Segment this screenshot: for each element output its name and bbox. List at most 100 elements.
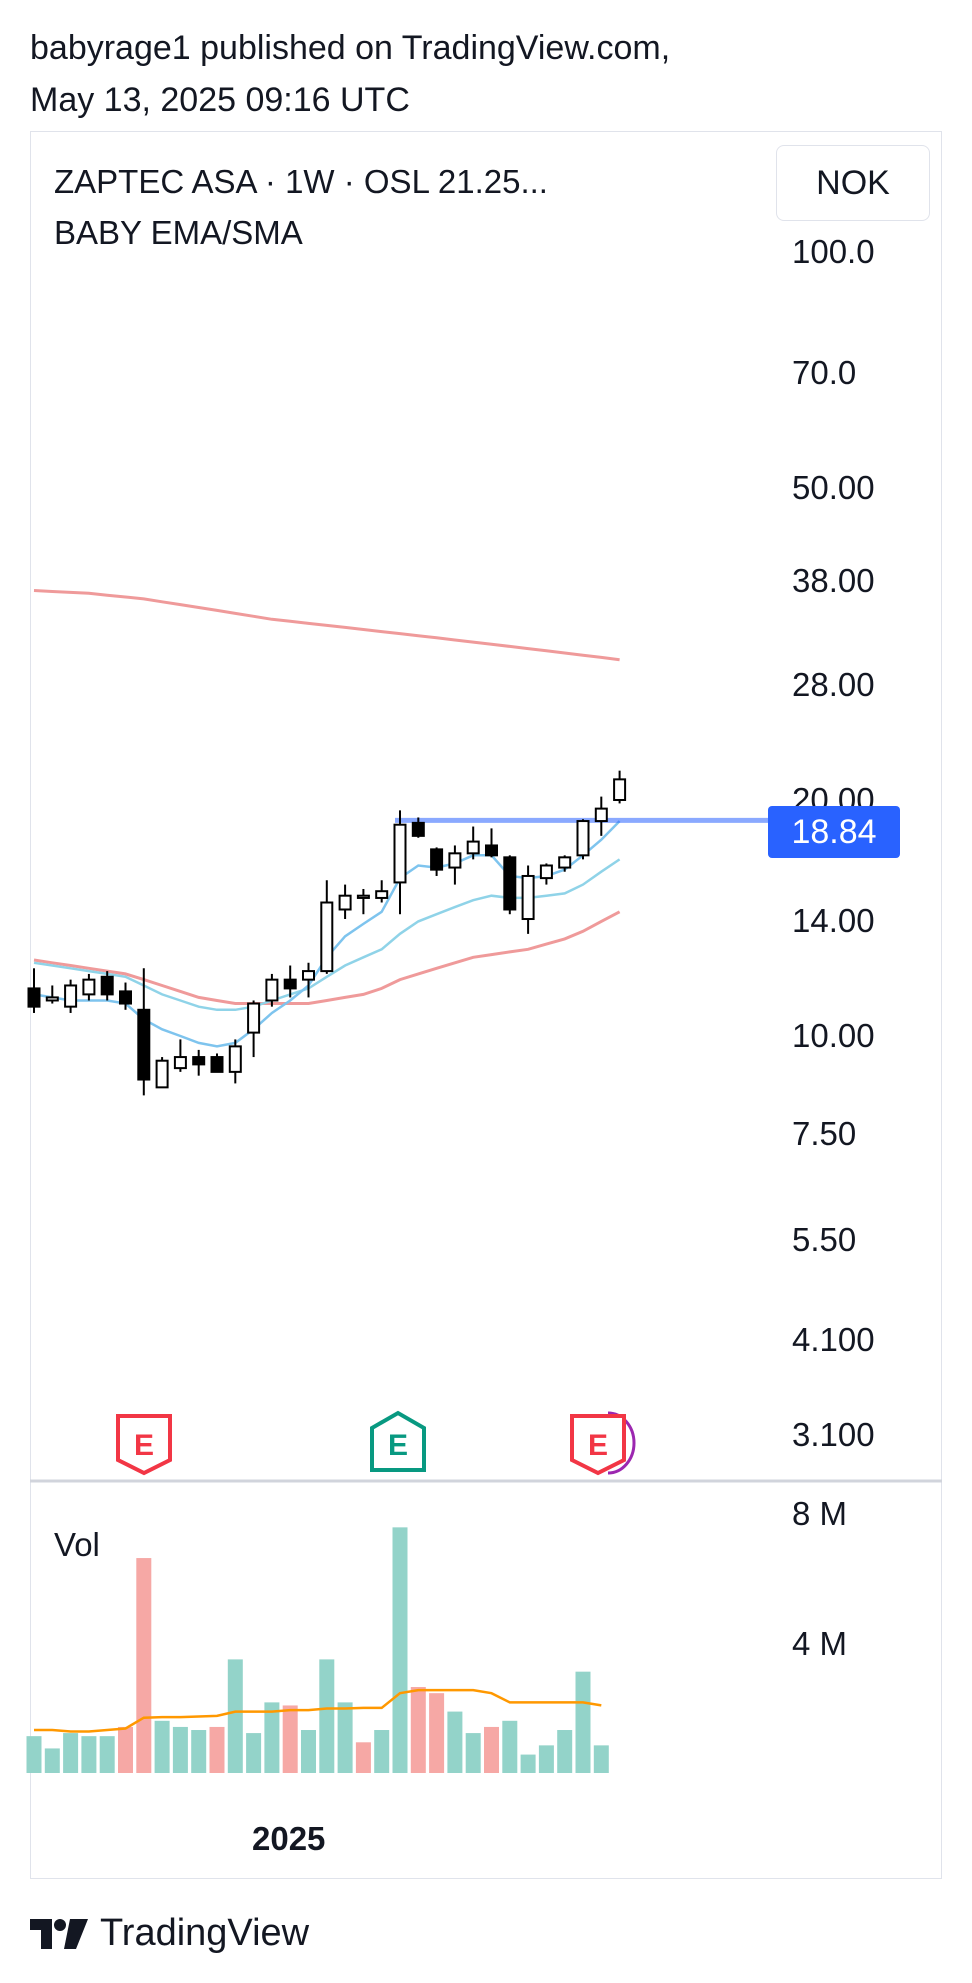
currency-button[interactable]: NOK xyxy=(776,145,930,221)
candle xyxy=(265,973,279,1007)
candle xyxy=(155,1057,169,1089)
volume-bar xyxy=(227,1659,243,1773)
volume-bar xyxy=(593,1745,609,1773)
candle-body xyxy=(521,874,535,921)
candle xyxy=(82,973,96,1001)
candle-body xyxy=(283,978,297,990)
publish-author-line: babyrage1 published on TradingView.com, xyxy=(30,29,671,67)
sma-long-line xyxy=(33,589,620,662)
candle-body xyxy=(375,890,389,899)
candle xyxy=(283,965,297,998)
candle-body xyxy=(466,840,480,855)
price-axis-label: 50.00 xyxy=(792,469,875,506)
candle-body xyxy=(265,978,279,1002)
candle xyxy=(173,1039,187,1072)
candle xyxy=(119,982,132,1010)
tradingview-brand[interactable]: TradingView xyxy=(30,1912,309,1955)
candle-body xyxy=(393,823,407,884)
volume-bar xyxy=(63,1733,79,1773)
volume-bar xyxy=(392,1527,408,1773)
earnings-marker-label: E xyxy=(134,1429,154,1462)
candle-body xyxy=(485,844,498,857)
volume-bar xyxy=(136,1558,152,1773)
candle xyxy=(503,855,517,915)
candle xyxy=(302,962,315,998)
candle xyxy=(338,884,352,920)
volume-bar xyxy=(502,1720,518,1773)
earnings-badge-shape xyxy=(370,1410,426,1472)
candle xyxy=(448,845,462,885)
volume-bar xyxy=(484,1726,499,1773)
last-price-tag: 18.84 xyxy=(768,806,900,858)
volume-title: Vol xyxy=(54,1526,100,1563)
candle-body xyxy=(558,856,572,869)
candle-body xyxy=(320,901,334,973)
price-axis-label: 5.50 xyxy=(792,1220,857,1258)
earnings-badge-shape xyxy=(570,1414,626,1476)
candle xyxy=(27,968,41,1013)
candle xyxy=(210,1053,224,1073)
earnings-marker-label: E xyxy=(588,1429,608,1462)
candle xyxy=(411,817,425,838)
earnings-badge-shape xyxy=(116,1414,172,1476)
candle-body xyxy=(100,975,114,996)
volume-bar xyxy=(209,1726,225,1773)
volume-bar xyxy=(99,1736,115,1773)
candle-body xyxy=(613,778,627,801)
candle-body xyxy=(503,856,517,911)
price-axis-label: 70.0 xyxy=(792,354,857,392)
candle-body xyxy=(137,1008,151,1081)
earnings-marker-icon: E xyxy=(116,1414,172,1476)
candle-body xyxy=(64,984,78,1008)
volume-bar xyxy=(374,1730,390,1773)
candle-body xyxy=(448,852,462,869)
candle xyxy=(320,880,334,974)
volume-bar xyxy=(410,1687,426,1773)
volume-ma-line xyxy=(34,1688,602,1733)
volume-layer xyxy=(26,1527,609,1773)
candle xyxy=(594,796,608,836)
candle xyxy=(485,828,498,858)
volume-bar xyxy=(81,1736,97,1773)
tradingview-wordmark: TradingView xyxy=(100,1912,310,1954)
candle-body xyxy=(192,1056,206,1066)
volume-bar xyxy=(319,1659,335,1773)
volume-bar xyxy=(520,1754,536,1773)
candle-body xyxy=(27,987,41,1008)
volume-bar xyxy=(44,1748,60,1773)
candle-body xyxy=(430,848,444,871)
candle xyxy=(466,826,480,860)
candle-body xyxy=(338,894,352,911)
publish-date-line: May 13, 2025 09:16 UTC xyxy=(30,81,410,119)
publish-info: babyrage1 published on TradingView.com, … xyxy=(30,22,670,126)
candle xyxy=(375,880,389,903)
volume-bar xyxy=(26,1736,42,1773)
price-axis-label: 3.100 xyxy=(792,1415,875,1453)
candle-body xyxy=(411,821,425,837)
symbol-title: ZAPTEC ASA · 1W · OSL 21.25... xyxy=(54,163,548,200)
candle-body xyxy=(539,864,553,880)
candles-layer xyxy=(27,770,627,1096)
candle xyxy=(228,1039,242,1084)
volume-bar xyxy=(337,1702,353,1773)
volume-bar xyxy=(282,1705,298,1773)
price-axis-label: 7.50 xyxy=(792,1114,857,1152)
candle xyxy=(137,968,151,1096)
candle xyxy=(247,1000,261,1058)
candle xyxy=(576,819,590,860)
price-axis-label: 100.0 xyxy=(792,233,875,270)
volume-bar xyxy=(172,1726,188,1773)
volume-bar xyxy=(575,1671,591,1773)
volume-bar xyxy=(355,1742,371,1773)
candle-body xyxy=(228,1045,242,1073)
sma-mid-line xyxy=(33,910,621,1005)
candle xyxy=(430,847,444,876)
candle xyxy=(192,1049,206,1076)
price-axis-label: 28.00 xyxy=(792,666,875,704)
price-axis-label: 38.00 xyxy=(792,562,875,600)
candle-body xyxy=(210,1056,224,1073)
time-axis-year: 2025 xyxy=(252,1820,326,1857)
volume-bar xyxy=(557,1730,573,1773)
